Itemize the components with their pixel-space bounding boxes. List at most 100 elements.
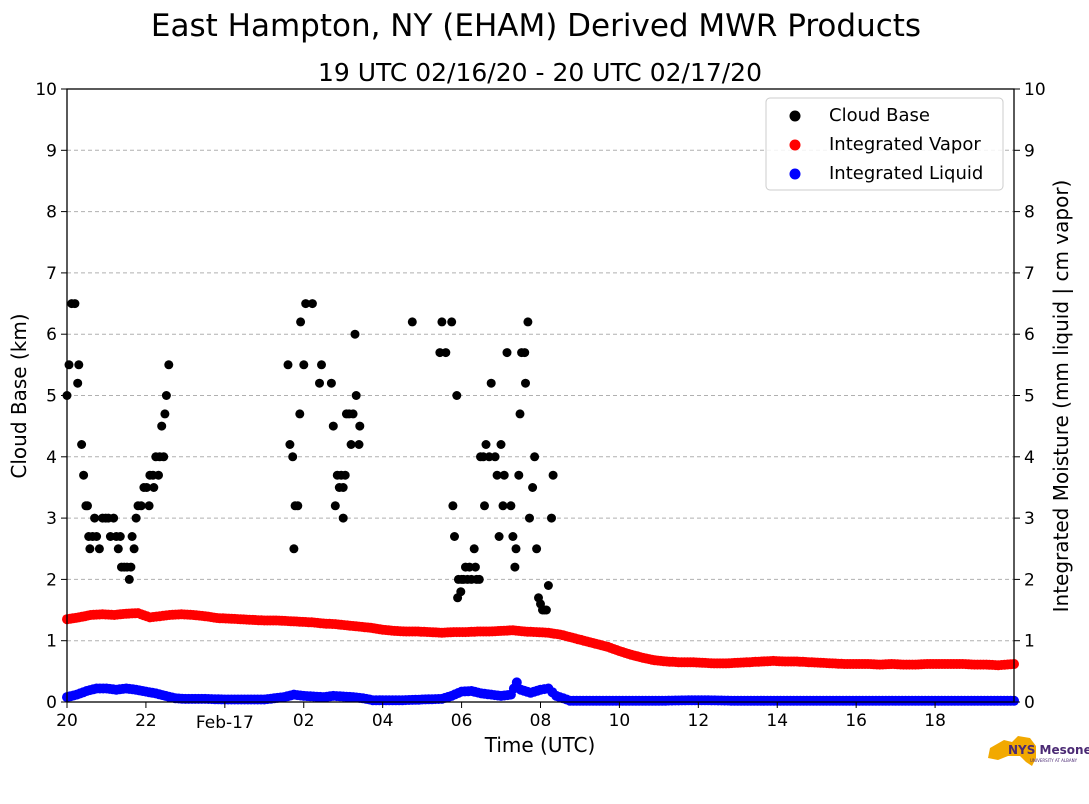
data-point-cloud-base <box>447 317 457 327</box>
data-point-cloud-base <box>346 440 356 449</box>
data-point-cloud-base <box>326 378 336 388</box>
data-point-cloud-base <box>351 391 361 400</box>
data-point-cloud-base <box>355 421 365 431</box>
y-tick-label-left: 4 <box>46 448 57 468</box>
data-point-cloud-base <box>448 501 458 511</box>
data-point-cloud-base <box>511 544 521 554</box>
data-point-cloud-base <box>317 360 326 370</box>
y-tick-label-right: 7 <box>1024 264 1035 284</box>
data-point-cloud-base <box>502 348 512 358</box>
data-point-cloud-base <box>480 501 489 511</box>
x-tick-label: 14 <box>766 711 788 731</box>
y-tick-label-right: 9 <box>1024 141 1035 161</box>
data-point-cloud-base <box>131 513 141 523</box>
data-point-cloud-base <box>328 421 338 431</box>
y-tick-label-left: 8 <box>46 203 57 223</box>
y-tick-label-right: 4 <box>1024 448 1035 468</box>
data-point-cloud-base <box>490 452 500 462</box>
data-point-cloud-base <box>528 483 538 492</box>
data-point-cloud-base <box>136 501 146 511</box>
y-tick-label-right: 5 <box>1024 387 1035 407</box>
legend: Cloud Base Integrated Vapor Integrated L… <box>765 97 1004 191</box>
data-point-cloud-base <box>113 544 123 554</box>
data-point-cloud-base <box>492 470 502 480</box>
data-point-integrated-liquid <box>511 677 522 688</box>
y-tick-label-right: 0 <box>1024 693 1035 713</box>
logo-text: NYS Mesonet <box>1008 743 1089 757</box>
data-point-cloud-base <box>142 483 152 492</box>
data-point-cloud-base <box>441 348 451 358</box>
data-point-cloud-base <box>520 348 530 358</box>
data-point-cloud-base <box>437 317 447 327</box>
data-point-cloud-base <box>115 532 125 541</box>
data-point-cloud-base <box>161 391 171 400</box>
data-point-cloud-base <box>530 452 540 462</box>
data-point-cloud-base <box>456 587 466 597</box>
x-tick-label: 04 <box>372 711 394 731</box>
data-point-cloud-base <box>293 501 303 511</box>
x-tick-label: 02 <box>293 711 315 731</box>
data-point-cloud-base <box>85 544 95 554</box>
data-point-cloud-base <box>499 470 509 480</box>
y-tick-label-left: 2 <box>46 570 57 590</box>
data-point-cloud-base <box>157 421 167 431</box>
data-point-cloud-base <box>70 299 80 309</box>
data-point-cloud-base <box>474 574 484 584</box>
data-point-cloud-base <box>83 501 92 511</box>
data-point-cloud-base <box>523 317 533 327</box>
data-point-cloud-base <box>330 501 340 511</box>
x-tick-label: 16 <box>845 711 867 731</box>
y-tick-label-right: 6 <box>1024 325 1035 345</box>
data-point-cloud-base <box>496 440 506 449</box>
data-point-cloud-base <box>124 574 134 584</box>
legend-label-integrated-vapor: Integrated Vapor <box>829 134 981 155</box>
data-point-cloud-base <box>295 409 305 419</box>
x-tick-label: 08 <box>530 711 552 731</box>
data-point-cloud-base <box>307 299 317 309</box>
data-point-cloud-base <box>525 513 534 523</box>
data-point-cloud-base <box>127 532 137 541</box>
y-axis-label-left: Cloud Base (km) <box>7 313 31 478</box>
data-point-cloud-base <box>481 440 491 449</box>
data-point-cloud-base <box>164 360 174 370</box>
gridlines <box>67 149 1014 642</box>
data-point-cloud-base <box>299 360 309 370</box>
y-tick-label-right: 2 <box>1024 570 1035 590</box>
legend-marker-integrated-liquid <box>789 168 801 180</box>
new-york-state-icon <box>988 736 1036 766</box>
data-point-cloud-base <box>452 391 462 400</box>
data-point-cloud-base <box>543 581 553 590</box>
data-point-cloud-base <box>283 360 293 370</box>
y-tick-label-left: 1 <box>46 632 57 652</box>
data-point-cloud-base <box>547 513 556 523</box>
x-tick-label: 10 <box>609 711 631 731</box>
x-tick-label: 18 <box>924 711 946 731</box>
data-point-cloud-base <box>354 440 364 449</box>
legend-marker-cloud-base <box>789 110 801 122</box>
data-point-cloud-base <box>129 544 139 554</box>
data-point-cloud-base <box>515 409 525 419</box>
y-tick-label-right: 10 <box>1024 80 1046 100</box>
data-point-cloud-base <box>90 513 100 523</box>
legend-label-integrated-liquid: Integrated Liquid <box>829 163 983 184</box>
x-tick-label: 20 <box>56 711 78 731</box>
data-point-cloud-base <box>296 317 306 327</box>
data-point-cloud-base <box>77 440 87 449</box>
data-point-cloud-base <box>498 501 508 511</box>
y-tick-label-left: 9 <box>46 141 57 161</box>
data-point-cloud-base <box>532 544 542 554</box>
data-point-cloud-base <box>79 470 89 480</box>
y-tick-label-left: 5 <box>46 387 57 407</box>
data-point-cloud-base <box>73 378 83 388</box>
x-tick-label: 06 <box>451 711 473 731</box>
data-point-cloud-base <box>350 329 360 339</box>
data-point-cloud-base <box>508 532 518 541</box>
x-tick-label: Feb-17 <box>196 713 254 733</box>
chart-title: East Hampton, NY (EHAM) Derived MWR Prod… <box>151 8 921 44</box>
x-tick-label: 22 <box>135 711 157 731</box>
data-point-cloud-base <box>486 378 496 388</box>
y-tick-label-left: 0 <box>46 693 57 713</box>
y-tick-label-right: 3 <box>1024 509 1035 529</box>
data-point-cloud-base <box>92 532 102 541</box>
data-point-cloud-base <box>541 605 551 615</box>
